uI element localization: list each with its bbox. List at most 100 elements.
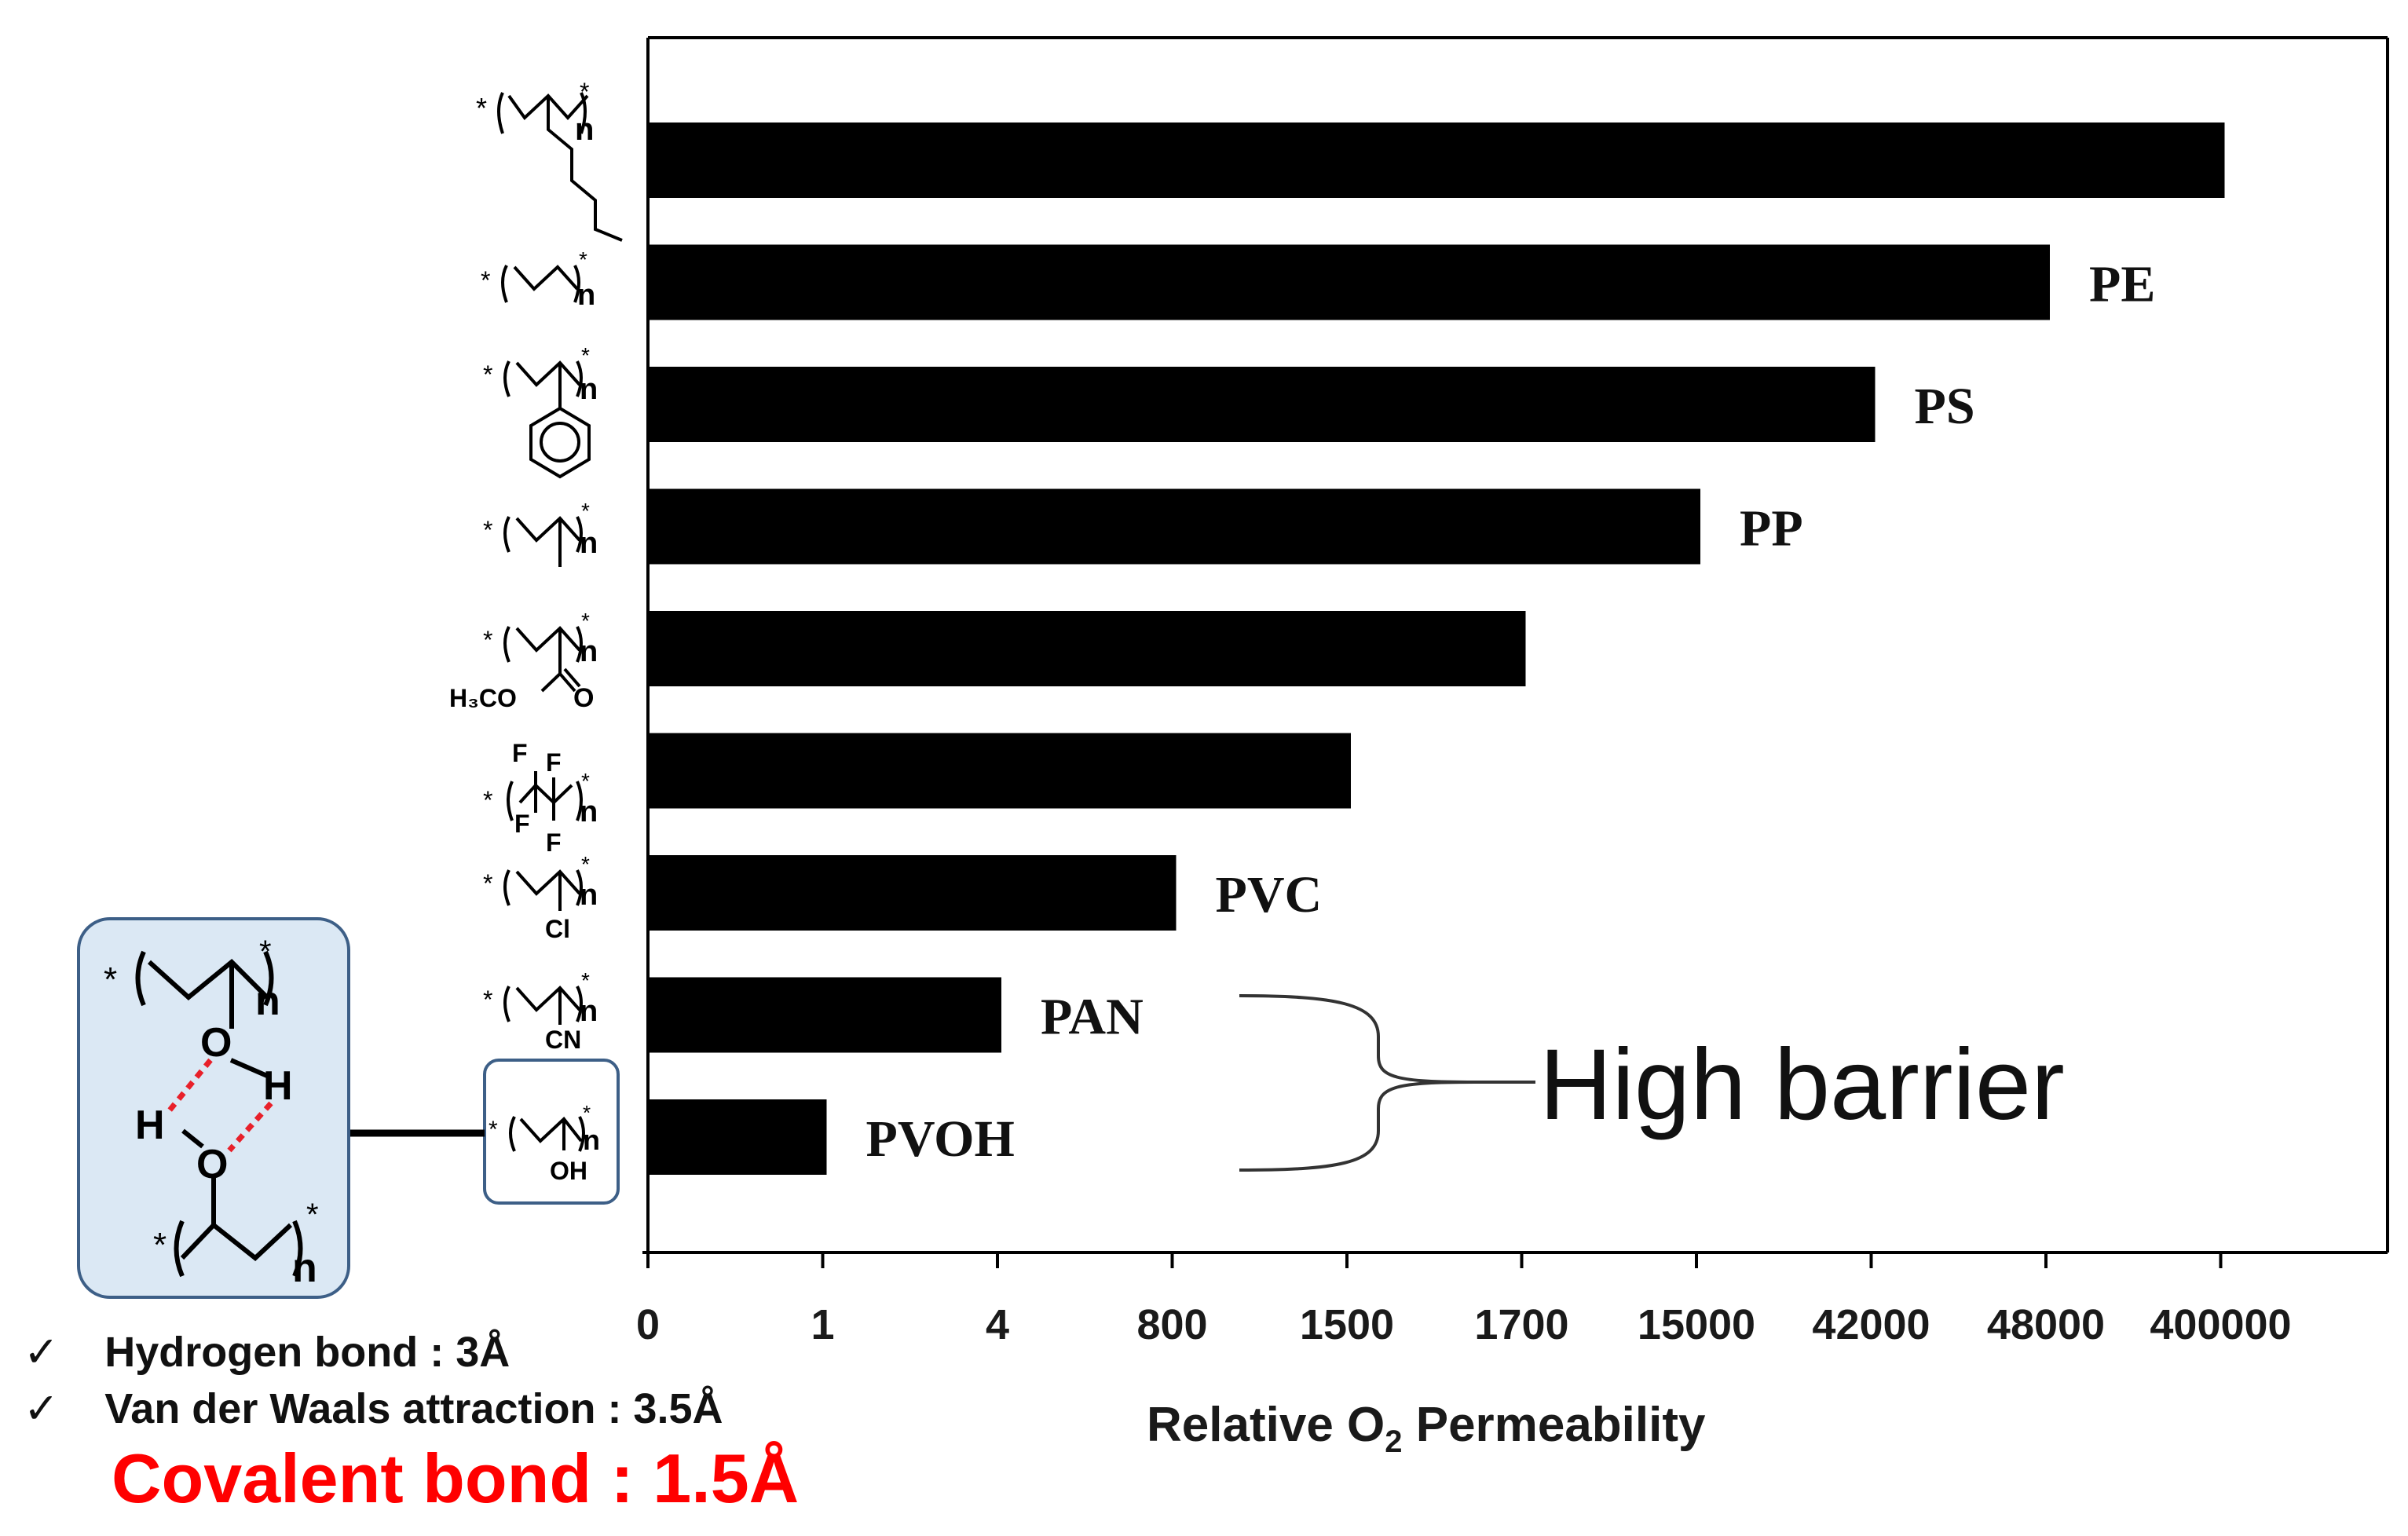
check-icon: ✓: [24, 1385, 60, 1432]
hb-h-left: H: [135, 1103, 165, 1148]
pvc-n: n: [580, 879, 598, 912]
note-covalent-bond: Covalent bond : 1.5Å: [112, 1439, 800, 1517]
hb-star-top-left: *: [104, 960, 117, 999]
structure-pvoh: * * n OH: [489, 1101, 600, 1185]
hydrogen-bond-structure: * * n O H H O * * n: [104, 934, 319, 1291]
pvoh-oh: OH: [550, 1157, 587, 1185]
x-axis-ticks: 0 1 4 800 1500 1700 15000 42000 48000 400000: [636, 1253, 2292, 1348]
x-tick-label-5: 1700: [1474, 1301, 1568, 1348]
pvoh-star-right: *: [583, 1101, 591, 1125]
bar-1: [648, 244, 2050, 320]
pvc-cl: Cl: [545, 915, 570, 943]
pan-n: n: [580, 995, 598, 1028]
pmma-star-right: *: [581, 609, 590, 633]
ptfe-n: n: [580, 795, 598, 828]
ptfe-f1: F: [512, 739, 528, 767]
bar-4: [648, 611, 1526, 686]
hydrogen-bond-dash-1: [167, 1058, 213, 1114]
hb-star-bottom-left: *: [153, 1226, 167, 1264]
pvc-star-right: *: [581, 852, 590, 876]
pp-star-left: *: [483, 516, 492, 544]
bar-label-pp: PP: [1740, 500, 1803, 558]
structure-pvc: * * n Cl: [483, 852, 598, 943]
high-barrier-label: High barrier: [1539, 1029, 2065, 1141]
hb-o-top: O: [200, 1020, 232, 1066]
x-axis-label-suffix: Permeability: [1403, 1398, 1706, 1452]
structure-pan: * * n CN: [483, 968, 598, 1054]
ptfe-f4: F: [546, 828, 562, 857]
bar-7: [648, 977, 1001, 1053]
x-tick-label-3: 800: [1136, 1301, 1207, 1348]
x-tick-label-7: 42000: [1812, 1301, 1930, 1348]
bar-0: [648, 123, 2225, 198]
pp-star-right: *: [581, 499, 590, 523]
pvc-star-left: *: [483, 869, 492, 898]
x-axis-label: Relative O2 Permeability: [1147, 1398, 1706, 1459]
x-tick-label-1: 1: [811, 1301, 834, 1348]
pan-cn: CN: [545, 1026, 581, 1054]
ptfe-f2: F: [546, 748, 562, 777]
x-axis-label-prefix: Relative O: [1147, 1398, 1385, 1452]
ptfe-star-right: *: [581, 769, 590, 793]
bar-label-pvoh: PVOH: [866, 1110, 1015, 1168]
hydrogen-bond-dash-2: [227, 1101, 273, 1153]
structure-ptfe: F F F F * * n: [483, 739, 598, 857]
pan-star-left: *: [483, 986, 492, 1014]
bar-5: [648, 733, 1351, 809]
x-tick-label-2: 4: [986, 1301, 1009, 1348]
structure-pe: * * n: [481, 247, 595, 312]
pmma-h3co: H₃CO: [449, 684, 517, 712]
hexene-star-right: *: [580, 78, 589, 106]
bar-8: [648, 1099, 827, 1175]
bar-series: [648, 123, 2225, 1175]
pmma-o: O: [573, 683, 594, 713]
ptfe-f3: F: [514, 810, 530, 838]
pe-star-right: *: [579, 247, 587, 272]
pe-n: n: [577, 279, 595, 312]
check-icon: ✓: [24, 1329, 60, 1376]
note-van-der-waals: ✓ Van der Waals attraction : 3.5Å: [24, 1384, 723, 1433]
structure-poly-1-hexene: * * n: [476, 78, 623, 242]
hb-star-top-right: *: [259, 934, 272, 969]
pp-n: n: [580, 527, 598, 560]
hb-star-bottom-right: *: [306, 1198, 319, 1232]
x-axis-label-subscript: 2: [1385, 1424, 1402, 1459]
hb-n-bottom: n: [292, 1245, 317, 1291]
pmma-star-left: *: [483, 626, 492, 654]
bar-label-pe: PE: [2089, 256, 2155, 313]
hb-o-bottom: O: [196, 1142, 228, 1187]
structure-pmma: * * n H₃CO O: [449, 609, 598, 713]
structure-pp: * * n: [483, 499, 598, 567]
bar-label-pvc: PVC: [1216, 866, 1323, 923]
x-tick-label-6: 15000: [1638, 1301, 1755, 1348]
pe-star-left: *: [481, 266, 490, 294]
hydrogen-bond-box: [77, 917, 350, 1299]
hexene-star-left: *: [476, 92, 487, 124]
x-tick-label-8: 48000: [1987, 1301, 2105, 1348]
pvoh-star-left: *: [489, 1117, 498, 1143]
structure-ps: * * n: [483, 343, 598, 479]
note-hydrogen-bond: ✓ Hydrogen bond : 3Å: [24, 1327, 510, 1377]
bar-6: [648, 855, 1177, 931]
bar-label-pan: PAN: [1041, 989, 1144, 1046]
pvoh-n: n: [583, 1124, 600, 1156]
ps-star-right: *: [581, 343, 590, 368]
high-barrier-brace: [1239, 994, 1476, 1172]
ps-n: n: [580, 373, 598, 406]
pmma-n: n: [580, 635, 598, 668]
ptfe-star-left: *: [483, 786, 492, 814]
bar-label-ps: PS: [1915, 378, 1975, 435]
x-tick-label-4: 1500: [1300, 1301, 1394, 1348]
bar-2: [648, 367, 1876, 442]
hexene-n: n: [575, 112, 594, 147]
bar-3: [648, 488, 1700, 565]
x-tick-label-0: 0: [636, 1301, 660, 1348]
note-hydrogen-bond-text: Hydrogen bond : 3Å: [104, 1329, 511, 1376]
x-tick-label-9: 400000: [2150, 1301, 2291, 1348]
ps-star-left: *: [483, 360, 492, 389]
hb-h-right: H: [263, 1063, 293, 1109]
pan-star-right: *: [581, 968, 590, 993]
note-van-der-waals-text: Van der Waals attraction : 3.5Å: [104, 1385, 723, 1432]
bar-labels: PE PS PP PVC PAN PVOH: [866, 256, 2156, 1168]
